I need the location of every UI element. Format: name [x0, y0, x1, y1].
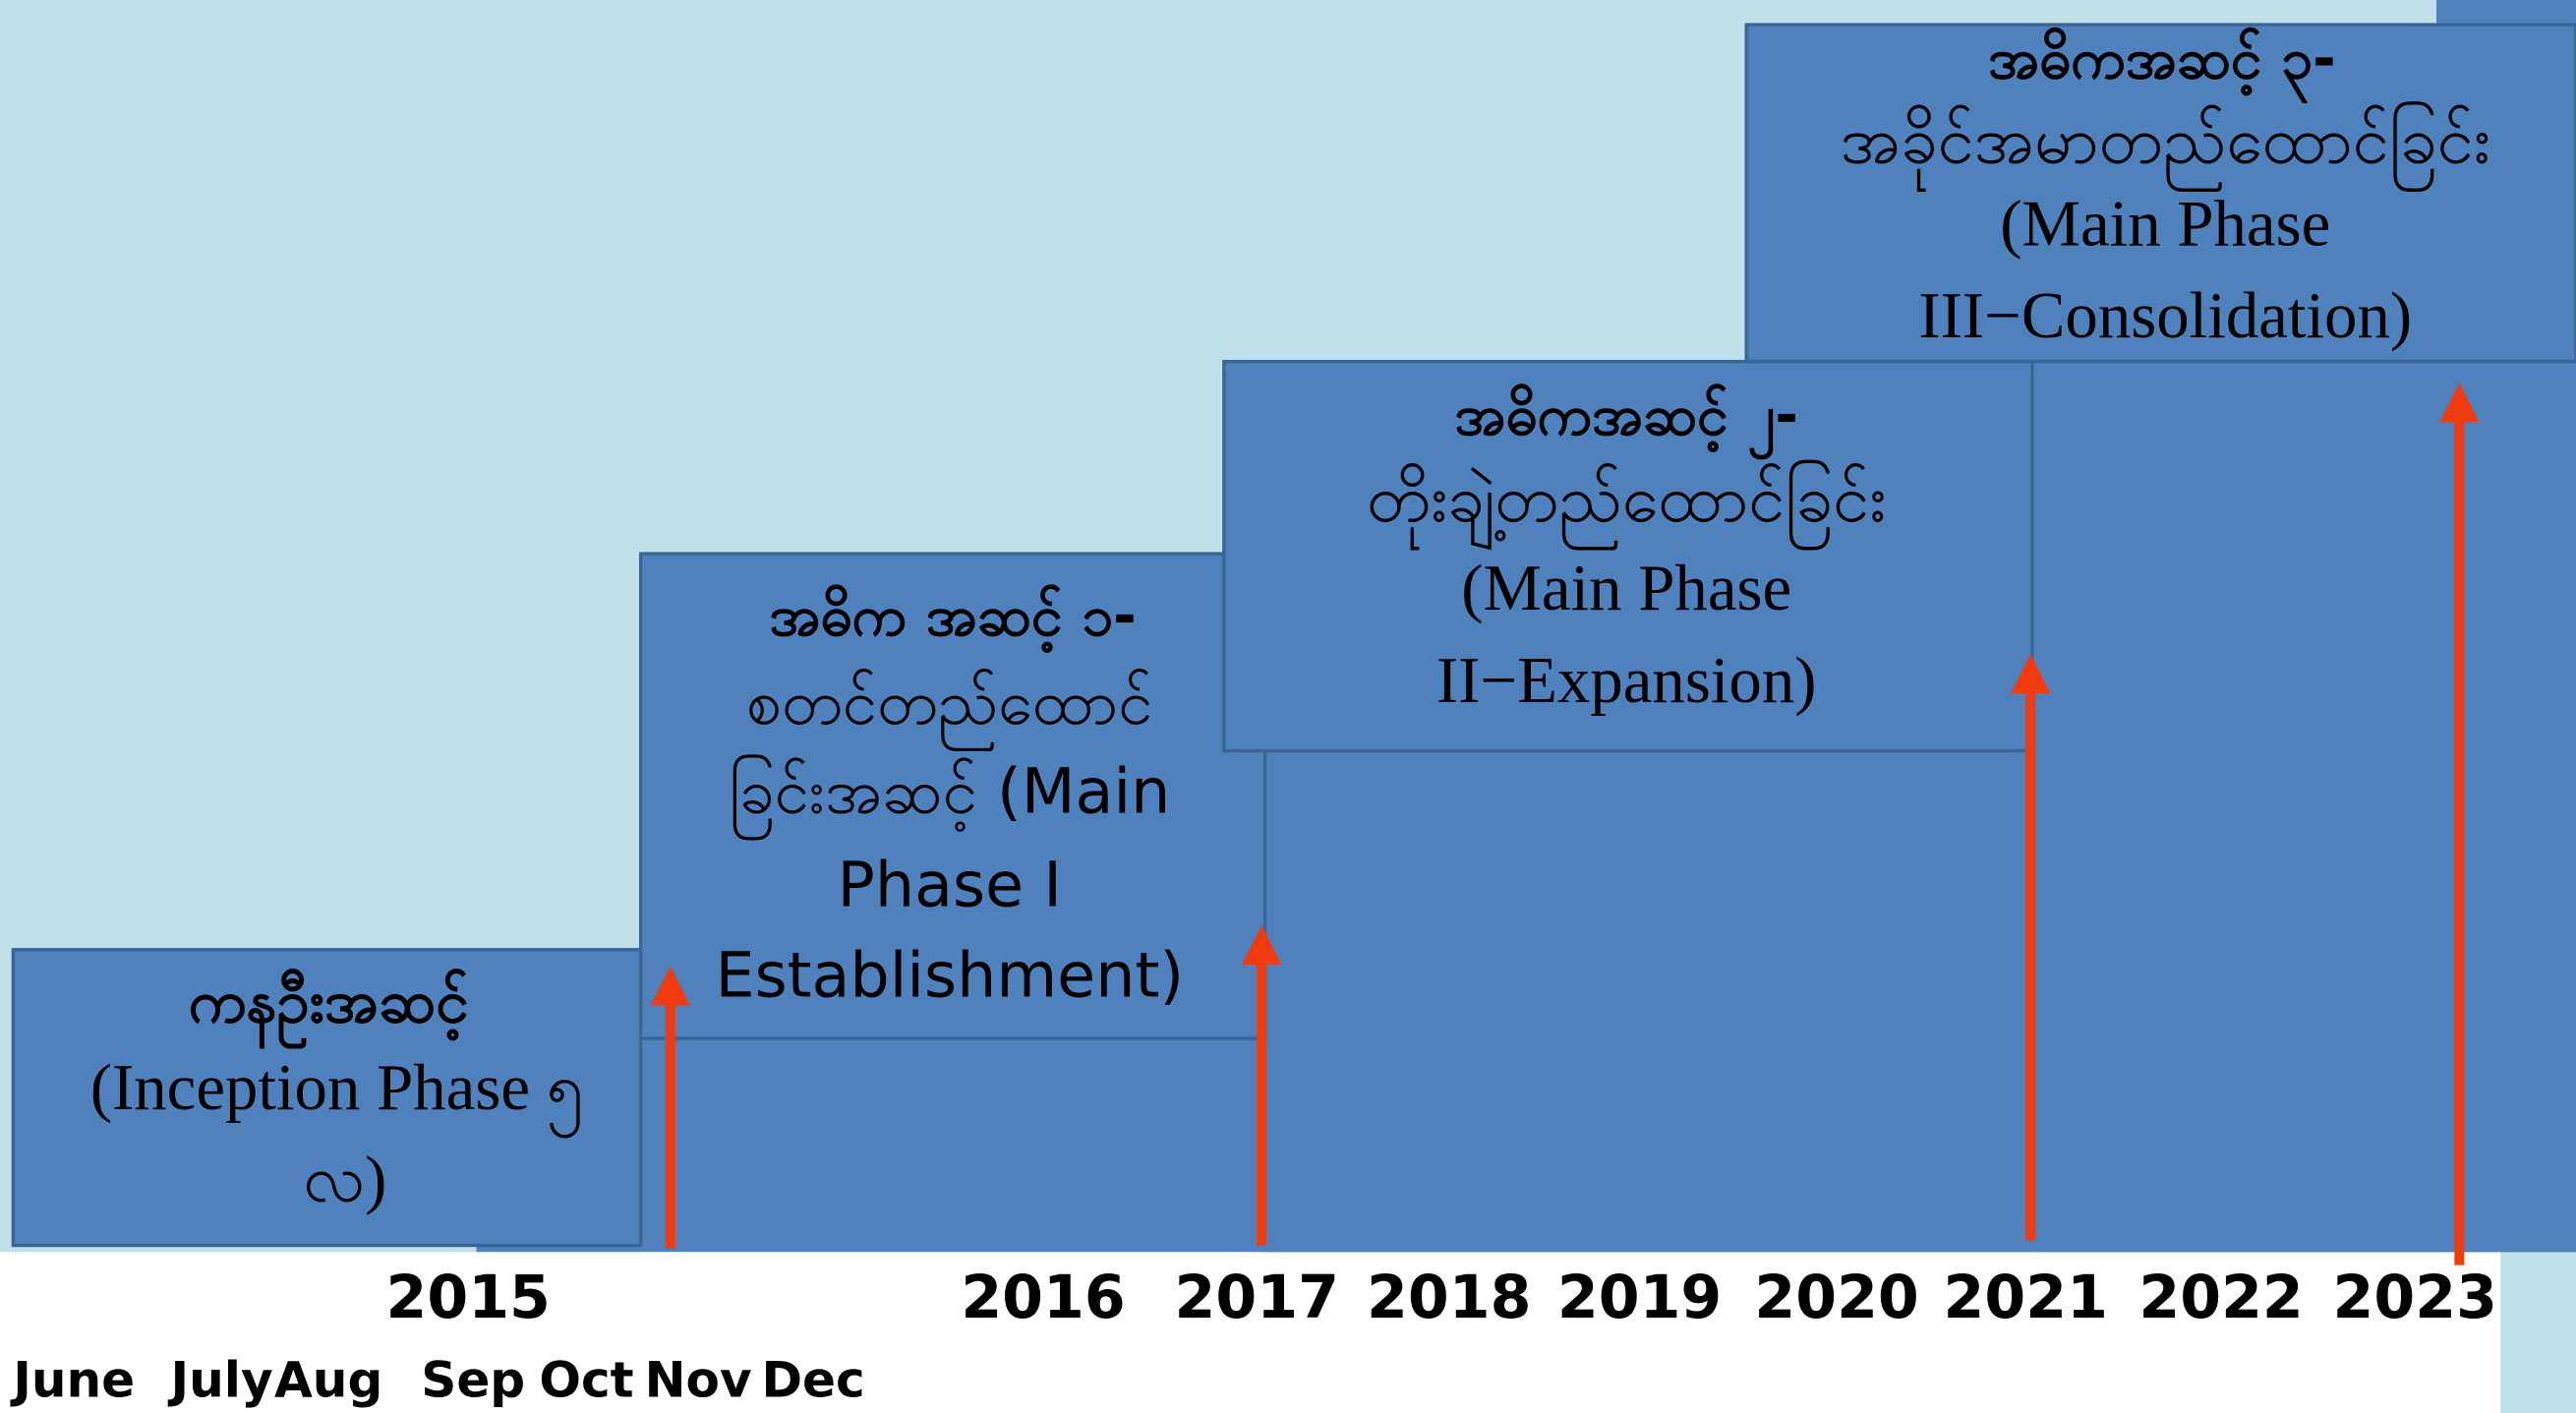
box-text: II−Expansion): [1436, 644, 1817, 717]
year-label: 2016: [961, 1264, 1125, 1332]
footer-background: [0, 1252, 2501, 1413]
box-text: (Main Phase: [1461, 552, 1791, 624]
year-label: 2022: [2138, 1264, 2303, 1332]
box-title: အဓိကအဆင့် ၂-: [1454, 383, 1797, 460]
box-text: III−Consolidation): [1918, 279, 2412, 352]
box-text: Establishment): [715, 938, 1184, 1011]
year-labels: 2015 2016 2017 2018 2019 2020 2021 2022 2023: [386, 1264, 2497, 1332]
fill-block: [2031, 361, 2576, 1253]
year-label: 2019: [1557, 1264, 1722, 1332]
box-text: ခြင်းအဆင့် (Main: [729, 752, 1170, 840]
month-label: Sep: [421, 1350, 525, 1408]
phase-box: [11, 948, 643, 1248]
arrows: [650, 383, 2480, 1266]
phase-boxes: [11, 23, 2576, 1248]
footer-edge: [2500, 1252, 2576, 1413]
box-text: တိုးချဲ့တည်ထောင်ခြင်း: [1367, 459, 1886, 551]
blue-fill: [476, 0, 2576, 1253]
box-text: စတင်တည်ထောင်: [746, 666, 1152, 751]
year-label: 2018: [1367, 1264, 1531, 1332]
box-text: (Inception Phase ၅: [90, 1051, 584, 1138]
box-title: အဓိကအဆင့် ၃-: [1988, 27, 2336, 103]
month-label: July: [167, 1350, 272, 1408]
month-labels: June July Aug Sep Oct Nov Dec: [10, 1350, 865, 1408]
phase-box: [1222, 359, 2034, 753]
month-label: Nov: [645, 1350, 752, 1408]
month-label: June: [10, 1350, 135, 1408]
year-label: 2015: [386, 1264, 551, 1332]
month-label: Aug: [274, 1350, 382, 1408]
box-title: အဓိက အဆင့် ၁-: [769, 584, 1136, 654]
box-text: Phase I: [838, 849, 1062, 921]
year-label: 2023: [2333, 1264, 2497, 1332]
month-label: Oct: [539, 1350, 633, 1408]
month-label: Dec: [761, 1350, 864, 1408]
year-label: 2020: [1754, 1264, 1918, 1332]
box-title: ကနဦးအဆင့်: [189, 968, 469, 1048]
year-label: 2017: [1175, 1264, 1339, 1332]
fill-block: [2435, 0, 2576, 26]
phase-box: [1744, 23, 2576, 364]
year-label: 2021: [1944, 1264, 2108, 1332]
phase-box: [638, 552, 1267, 1040]
box-text: လ): [303, 1144, 386, 1216]
box-text: အခိုင်အမာတည်ထောင်ခြင်း: [1841, 101, 2490, 192]
box-text: (Main Phase: [2000, 187, 2330, 260]
